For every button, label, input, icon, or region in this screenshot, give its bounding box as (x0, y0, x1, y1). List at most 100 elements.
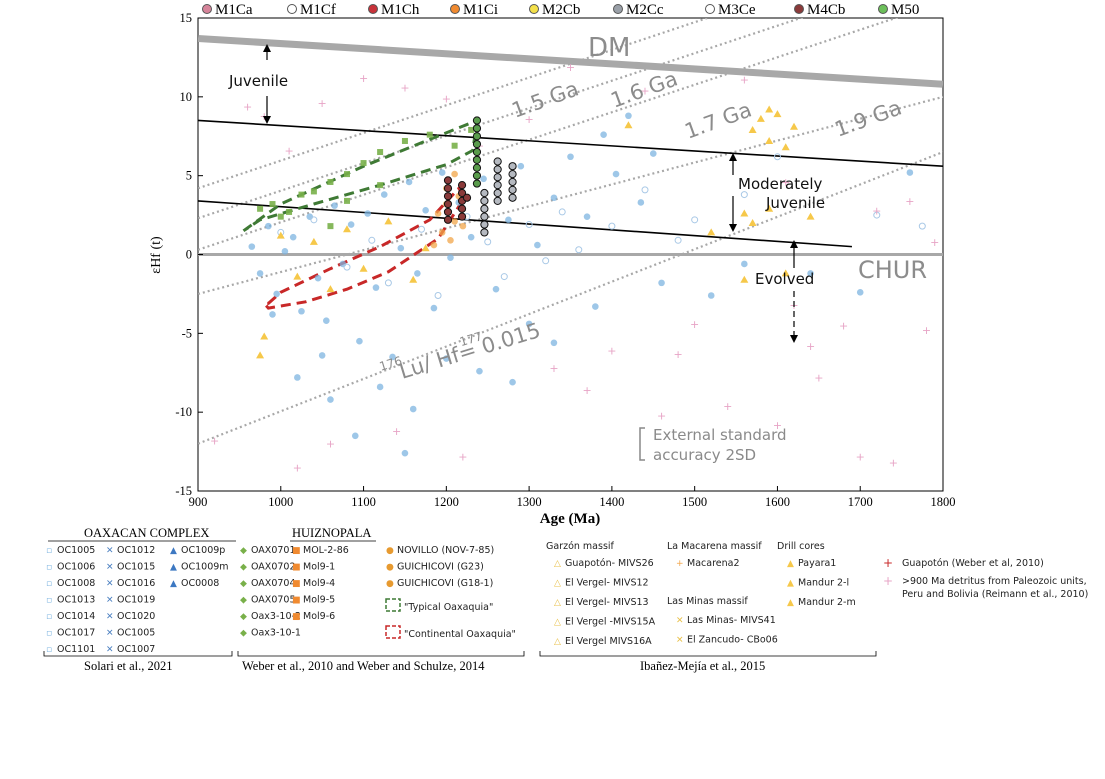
legend-oaxacan-title: OAXACAN COMPLEX (84, 526, 209, 540)
data-point-plus: + (442, 92, 451, 105)
data-point (567, 153, 574, 161)
data-point (351, 432, 359, 440)
x-tick-label: 1000 (268, 495, 293, 509)
x-tick-label: 1800 (931, 495, 956, 509)
data-point-stack (508, 185, 517, 194)
legend-item: OC1005 (57, 545, 95, 556)
data-point (658, 279, 665, 287)
data-point-open (558, 208, 566, 216)
legend-item: OC1007 (117, 644, 155, 655)
legend-marker: ▲ (787, 579, 794, 589)
data-point-stack (472, 124, 482, 133)
legend-detritus-line1: >900 Ma detritus from Paleozoic units, (902, 576, 1087, 587)
model-age-line (198, 150, 943, 445)
legend-item: MOL-2-86 (303, 545, 349, 556)
data-point-triangle (756, 114, 765, 122)
data-point-open (434, 291, 442, 299)
data-point-plus: + (905, 195, 914, 208)
legend-typical-swatch (385, 598, 401, 612)
data-point-triangle (748, 218, 757, 226)
data-point (389, 353, 396, 361)
data-point (265, 222, 272, 230)
legend-marker: ✕ (106, 596, 114, 606)
legend-item: OC1015 (117, 562, 155, 573)
data-point-stack (480, 188, 489, 198)
legend-laminas-title: Las Minas massif (667, 596, 748, 607)
top-legend-label: M3Ce (718, 2, 756, 18)
legend-macarena-title: La Macarena massif (667, 541, 762, 552)
moderately-arrowhead-down (729, 224, 737, 232)
legend-extra: ● NOVILLO (NOV-7-85)● GUICHICOVI (G23)● GUI… (386, 545, 494, 589)
legend-item: OC1020 (117, 611, 155, 622)
legend-item: OAX0704 (251, 578, 296, 589)
annotations: Juvenile Moderately Juvenile Evolved Ext… (228, 44, 825, 464)
data-point-open (773, 153, 781, 161)
legend-marker: ▲ (170, 579, 177, 589)
top-legend-label: M1Ch (381, 2, 420, 18)
top-legend-marker (613, 4, 623, 14)
data-point-triangle (740, 275, 749, 283)
juvenile-arrowhead-down (263, 116, 271, 124)
y-tick-label: 5 (186, 169, 192, 183)
data-point (430, 241, 438, 249)
data-point-stack (472, 140, 482, 149)
legend-huiznopala-title: HUIZNOPALA (292, 526, 371, 540)
data-point-stack (472, 163, 482, 172)
data-point (447, 237, 454, 244)
data-point-triangle (773, 110, 782, 118)
data-point-triangle (781, 143, 790, 151)
data-point-stack (457, 181, 467, 190)
data-point-plus: + (359, 72, 368, 85)
legend-item: Mol9-6 (303, 611, 335, 622)
data-point (414, 270, 421, 277)
model-age-line (198, 95, 943, 295)
data-point-stack (493, 157, 502, 166)
y-tick-label: -15 (175, 484, 192, 498)
data-point-triangle (748, 125, 757, 133)
data-point-plus: + (690, 318, 699, 331)
data-point-stack (457, 212, 467, 221)
data-point-plus: + (674, 348, 683, 361)
juvenile-arrowhead-up (263, 44, 271, 52)
data-point-plus: + (318, 97, 327, 110)
data-point (467, 233, 475, 241)
legend-item: Payara1 (798, 558, 836, 569)
evolved-label: Evolved (755, 270, 814, 288)
data-point-square (277, 213, 284, 220)
data-point-triangle (326, 285, 335, 293)
external-standard-bracket (639, 427, 645, 461)
legend-item: Mol9-4 (303, 578, 335, 589)
data-point-plus: + (657, 409, 666, 422)
legend-weber: ◆ OAX0701 ◆ OAX0702 ◆ OAX0704 ◆ OAX0705 ◆ Oax3-10… (240, 545, 301, 639)
data-point-plus: + (293, 461, 302, 474)
legend-item: Mandur 2-m (798, 597, 856, 608)
data-point-open (418, 225, 425, 233)
legend-marker: △ (554, 598, 561, 608)
data-point (583, 213, 591, 220)
data-point-stack (443, 207, 453, 217)
data-points: ++++++++++++++++++++++++++++++++++++ (210, 61, 939, 474)
x-tick-label: 1700 (848, 495, 873, 509)
data-point (376, 383, 384, 391)
evolved-boundary-line (198, 200, 853, 248)
legend-marker: △ (554, 637, 561, 647)
legend-marker: ✕ (106, 546, 114, 556)
x-tick-label: 1300 (517, 495, 542, 509)
data-point-open (740, 191, 748, 199)
data-point-stack (508, 177, 517, 187)
data-point-triangle (343, 225, 351, 233)
data-point-square (344, 171, 350, 178)
data-point-plus: + (856, 450, 865, 463)
data-point-plus: + (889, 457, 898, 470)
lu-hf-sup1: 176 (378, 354, 404, 374)
data-point-plus: + (549, 362, 558, 375)
data-point-square (257, 205, 264, 212)
legend-item: OC1101 (57, 644, 95, 655)
data-point (347, 221, 355, 228)
data-point-square (468, 126, 475, 133)
data-point (314, 274, 322, 282)
data-point (434, 210, 442, 217)
data-point (397, 244, 405, 252)
data-point-plus: + (872, 204, 881, 217)
top-legend-label: M1Ci (463, 2, 498, 18)
